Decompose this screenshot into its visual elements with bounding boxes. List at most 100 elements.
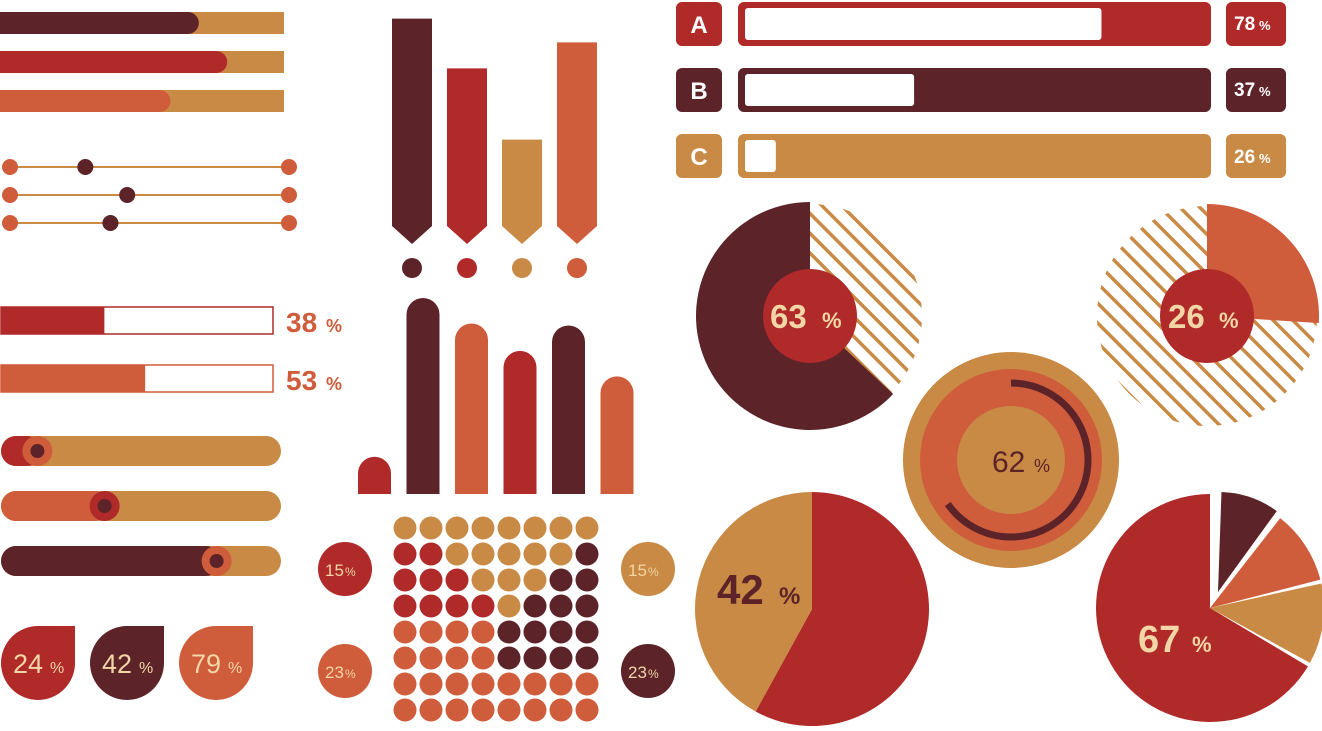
category-badge xyxy=(676,68,722,112)
badge-unit: % xyxy=(50,660,64,677)
badge-unit: % xyxy=(139,660,153,677)
waffle-dot xyxy=(471,516,495,540)
waffle-dot xyxy=(471,646,495,670)
slider-end-dot xyxy=(2,159,18,175)
pie-slice xyxy=(695,492,812,712)
waffle-dot xyxy=(419,594,443,618)
waffle-dot xyxy=(471,672,495,696)
waffle-dot xyxy=(575,516,599,540)
rounded-bar xyxy=(503,350,537,494)
waffle-dot xyxy=(419,568,443,592)
rounded-bar xyxy=(358,456,391,494)
waffle-dot xyxy=(393,672,417,696)
waffle-dot xyxy=(497,620,521,644)
callout-unit: % xyxy=(648,565,659,579)
waffle-dot xyxy=(419,646,443,670)
value-unit: % xyxy=(1259,18,1271,33)
waffle-dot xyxy=(445,672,469,696)
waffle-dot xyxy=(549,516,573,540)
slider-knob xyxy=(119,187,136,203)
waffle-dot xyxy=(497,672,521,696)
percent-badge xyxy=(90,626,164,700)
percent-sign: % xyxy=(326,374,342,394)
pie-center xyxy=(1160,269,1254,363)
callouts-layer xyxy=(318,542,675,698)
waffle-dot xyxy=(471,698,495,722)
waffle-dot xyxy=(575,568,599,592)
waffle-dot xyxy=(549,594,573,618)
waffle-dot xyxy=(523,594,547,618)
arrow-bar-dot xyxy=(457,258,477,278)
waffle-dot xyxy=(393,516,417,540)
waffle-dot xyxy=(575,646,599,670)
pie-slice xyxy=(1218,492,1277,592)
waffle-dot xyxy=(393,594,417,618)
waffle-dot xyxy=(393,646,417,670)
pie-center xyxy=(763,269,857,363)
percent-badge xyxy=(179,626,253,700)
pie-percent: 63 xyxy=(770,298,807,335)
waffle-dot xyxy=(445,516,469,540)
bar-fill-edge xyxy=(0,51,14,73)
category-badge xyxy=(676,2,722,46)
waffle-dot xyxy=(445,620,469,644)
callout-circle xyxy=(318,644,372,698)
bar-fill xyxy=(0,90,171,112)
bar-fill xyxy=(1,307,105,334)
value-label: 37 xyxy=(1234,80,1255,101)
badge-unit: % xyxy=(228,660,242,677)
percent-label: 38 xyxy=(286,307,317,338)
category-label: A xyxy=(690,12,707,39)
abc-bars-layer xyxy=(676,2,1286,178)
pie-slice xyxy=(755,492,929,727)
waffle-dot xyxy=(523,672,547,696)
value-badge xyxy=(1226,134,1286,178)
callout-value: 23 xyxy=(628,663,647,682)
waffle-dot xyxy=(419,516,443,540)
pie-percent: 26 xyxy=(1168,298,1205,335)
pie-slice xyxy=(1210,518,1321,608)
waffle-dot xyxy=(445,542,469,566)
slider-end-dot xyxy=(281,215,297,231)
callout-unit: % xyxy=(648,667,659,681)
slider-knob xyxy=(77,159,94,175)
pie-slice xyxy=(1095,494,1308,723)
bar-track xyxy=(738,134,1211,178)
waffle-dot xyxy=(497,698,521,722)
waffle-dot xyxy=(549,698,573,722)
callout-circle xyxy=(621,644,675,698)
waffle-dot xyxy=(575,672,599,696)
rounded-bar xyxy=(455,323,488,494)
waffle-dot xyxy=(471,568,495,592)
waffle-dot xyxy=(575,698,599,722)
pill-knob xyxy=(209,554,224,568)
callout-value: 15 xyxy=(628,561,647,580)
waffle-dot xyxy=(471,620,495,644)
arrow-bar xyxy=(447,68,487,244)
pies-layer xyxy=(695,202,1322,727)
badges-layer xyxy=(1,626,253,700)
slider-knob xyxy=(102,215,119,231)
value-badge xyxy=(1226,2,1286,46)
arrow-bar-dot xyxy=(512,258,532,278)
waffle-dot xyxy=(523,568,547,592)
arrow-bar-dot xyxy=(402,258,422,278)
waffle-dot xyxy=(497,542,521,566)
pill-track xyxy=(1,436,281,466)
rounded-bar xyxy=(552,325,585,494)
waffle-dot xyxy=(393,568,417,592)
pie-percent-unit: % xyxy=(1219,308,1239,333)
bar-fill xyxy=(745,140,776,172)
bar-fill xyxy=(0,51,228,73)
category-badge xyxy=(676,134,722,178)
waffle-dot xyxy=(419,542,443,566)
value-label: 26 xyxy=(1234,147,1255,168)
waffle-dot xyxy=(445,646,469,670)
waffle-dot xyxy=(497,646,521,670)
percent-label: 53 xyxy=(286,365,317,396)
waffle-dot xyxy=(393,698,417,722)
waffle-dot xyxy=(523,620,547,644)
bar-fill xyxy=(1,365,146,392)
waffle-dot xyxy=(523,516,547,540)
